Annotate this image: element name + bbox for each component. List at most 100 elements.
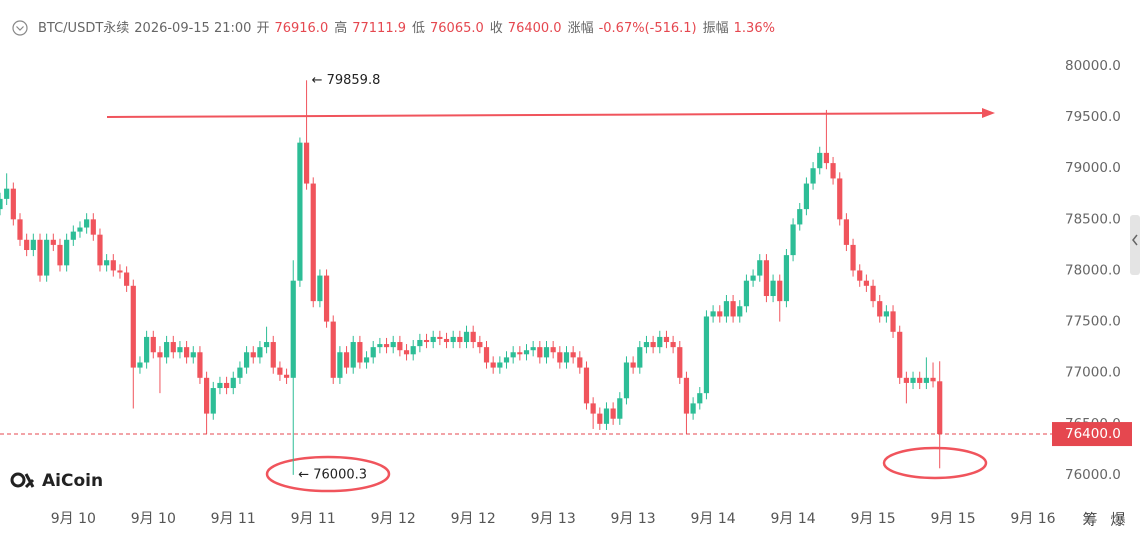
- candle-body: [603, 408, 610, 424]
- candle-body: [350, 342, 356, 368]
- candle-body: [117, 270, 123, 273]
- stat-label: 收: [489, 21, 503, 36]
- candle-body: [830, 163, 836, 179]
- trend-arrow-head: [982, 108, 995, 118]
- max-label: ← 79859.8: [312, 73, 381, 88]
- collapse-icon[interactable]: [12, 20, 28, 36]
- candle-body: [137, 362, 143, 368]
- x-tick-label: 9月 16: [1010, 511, 1055, 527]
- candle-body: [204, 377, 210, 414]
- side-button[interactable]: 爆: [1110, 511, 1125, 529]
- candle-body: [390, 342, 396, 348]
- candle-body: [590, 403, 596, 414]
- candle-body: [383, 344, 390, 348]
- y-tick-label: 79500.0: [1065, 109, 1121, 125]
- watermark: AiCoin: [42, 471, 103, 491]
- candle-body: [4, 188, 10, 199]
- collapse-chevron: [16, 26, 24, 31]
- candle-body: [370, 347, 376, 358]
- y-tick-label: 78000.0: [1065, 262, 1121, 278]
- candle-body: [157, 352, 163, 358]
- candle-body: [170, 342, 176, 353]
- min-label: ← 76000.3: [298, 467, 367, 482]
- candle-body: [797, 209, 803, 225]
- candle-body: [457, 336, 463, 343]
- candle-body: [510, 352, 516, 358]
- candle-body: [64, 239, 70, 266]
- candle-body: [897, 331, 903, 378]
- candle-body: [30, 239, 36, 251]
- stat-label: 高: [334, 21, 348, 36]
- candle-body: [230, 377, 236, 389]
- x-tick-label: 9月 12: [451, 511, 496, 527]
- candle-body: [810, 168, 816, 184]
- candle-body: [363, 357, 370, 363]
- candle-body: [650, 342, 656, 348]
- candle-body: [410, 346, 416, 355]
- candle-body: [803, 183, 810, 210]
- candle-body: [50, 239, 56, 245]
- candle-body: [930, 377, 936, 382]
- candle-body: [483, 347, 490, 363]
- candle-body: [310, 183, 316, 302]
- candle-body: [277, 367, 283, 375]
- candle-body: [44, 239, 50, 276]
- candle-body: [130, 285, 136, 368]
- x-tick-label: 9月 10: [51, 511, 96, 527]
- candle-body: [563, 352, 570, 363]
- candle-body: [690, 403, 696, 414]
- x-tick-label: 9月 15: [850, 511, 895, 527]
- candle-body: [890, 311, 896, 332]
- candle-body: [683, 377, 690, 414]
- candle-body: [343, 352, 350, 368]
- candle-body: [883, 311, 889, 317]
- candle-body: [257, 347, 263, 358]
- candle-body: [783, 255, 790, 302]
- candle-body: [857, 270, 863, 281]
- candle-body: [437, 336, 443, 339]
- candle-body: [843, 219, 849, 245]
- candle-body: [17, 219, 23, 240]
- candle-body: [250, 352, 256, 358]
- candle-body: [777, 280, 783, 302]
- header: BTC/USDT永续 2026-09-15 21:00 开 76916.0 高 77111…: [38, 17, 781, 36]
- candle-body: [710, 311, 716, 317]
- x-tick-label: 9月 12: [371, 511, 416, 527]
- candle-body: [470, 331, 476, 343]
- candle-body: [770, 280, 776, 297]
- candle-body: [210, 388, 216, 414]
- candle-body: [657, 336, 663, 348]
- candle-body: [623, 362, 630, 399]
- candle-body: [243, 352, 250, 368]
- y-tick-label: 77500.0: [1065, 314, 1121, 330]
- candle-body: [337, 352, 343, 378]
- candle-body: [270, 342, 276, 368]
- watermark-logo: [10, 472, 35, 489]
- candle-body: [583, 367, 590, 404]
- candle-body: [643, 342, 650, 348]
- candle-body: [617, 398, 623, 419]
- candle-body: [237, 367, 243, 378]
- candle-body: [10, 188, 16, 220]
- side-handle-arrow: [1132, 234, 1138, 246]
- candle-body: [303, 142, 310, 184]
- symbol: BTC/USDT永续: [38, 21, 130, 36]
- candle-body: [543, 347, 550, 358]
- y-tick-label: 78500.0: [1065, 211, 1121, 227]
- side-handle[interactable]: [1130, 215, 1140, 275]
- candle-body: [937, 381, 943, 435]
- candle-body: [550, 347, 556, 353]
- x-tick-label: 9月 14: [691, 511, 736, 527]
- y-tick-label: 80000.0: [1065, 58, 1121, 74]
- stat-value: -0.67%(-516.1): [598, 21, 697, 36]
- candle-body: [403, 350, 410, 355]
- candle-body: [837, 178, 843, 220]
- candle-body: [697, 393, 703, 404]
- x-tick-label: 9月 14: [770, 511, 815, 527]
- candle-body: [84, 219, 90, 228]
- candle-body: [97, 234, 103, 266]
- candle-body: [610, 408, 616, 419]
- x-tick-label: 9月 15: [930, 511, 975, 527]
- side-button[interactable]: 筹: [1082, 511, 1097, 529]
